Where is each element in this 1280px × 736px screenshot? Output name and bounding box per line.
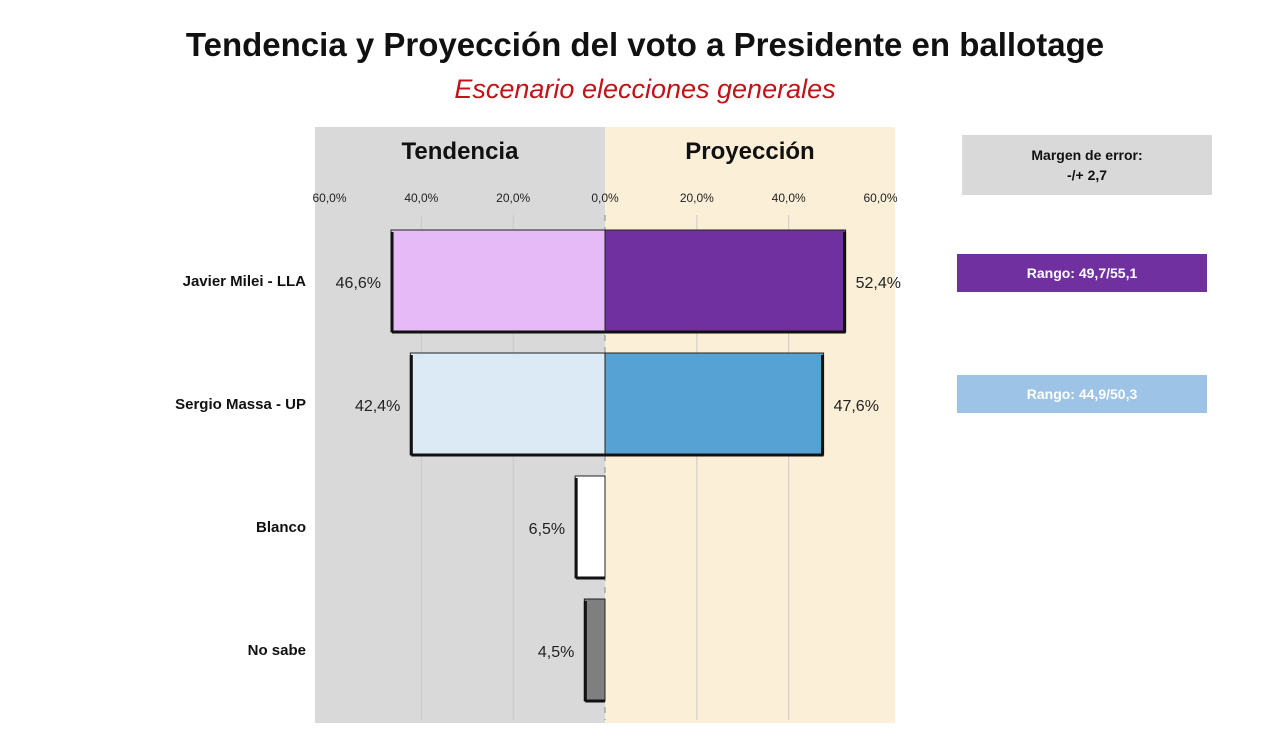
margin-of-error-box: Margen de error: -/+ 2,7 — [962, 135, 1212, 195]
axis-tick-label: 20,0% — [680, 191, 714, 205]
tendencia-value-label: 46,6% — [336, 275, 381, 292]
chart-title: Tendencia y Proyección del voto a Presid… — [185, 26, 1105, 63]
chart-subtitle: Escenario elecciones generales — [454, 74, 836, 104]
axis-tick-label: 40,0% — [404, 191, 438, 205]
margin-of-error-label: Margen de error: — [1031, 147, 1143, 163]
tendencia-bar — [390, 229, 606, 333]
range-milei: Rango: 49,7/55,1 — [957, 254, 1207, 292]
tendencia-bar — [574, 475, 606, 579]
tendencia-value-label: 4,5% — [538, 644, 574, 661]
tendencia-heading: Tendencia — [401, 138, 519, 165]
category-label: No sabe — [248, 642, 306, 659]
proyeccion-value-label: 47,6% — [834, 398, 879, 415]
tendencia-value-label: 42,4% — [355, 398, 400, 415]
proyeccion-bar — [604, 352, 825, 456]
range-massa: Rango: 44,9/50,3 — [957, 375, 1207, 413]
category-label: Blanco — [256, 519, 306, 536]
axis-tick-label: 60,0% — [312, 191, 346, 205]
axis-tick-label: 0,0% — [591, 191, 619, 205]
tendencia-bar — [409, 352, 606, 456]
proyeccion-heading: Proyección — [685, 138, 815, 165]
axis-tick-label: 20,0% — [496, 191, 530, 205]
tendencia-value-label: 6,5% — [529, 521, 565, 538]
category-label: Sergio Massa - UP — [175, 396, 306, 413]
axis-tick-label: 60,0% — [863, 191, 897, 205]
proyeccion-value-label: 52,4% — [856, 275, 901, 292]
axis-tick-label: 40,0% — [772, 191, 806, 205]
category-label: Javier Milei - LLA — [183, 273, 307, 290]
proyeccion-bar — [604, 229, 847, 333]
tendencia-bar — [583, 598, 606, 702]
margin-of-error-value: -/+ 2,7 — [1066, 167, 1108, 183]
